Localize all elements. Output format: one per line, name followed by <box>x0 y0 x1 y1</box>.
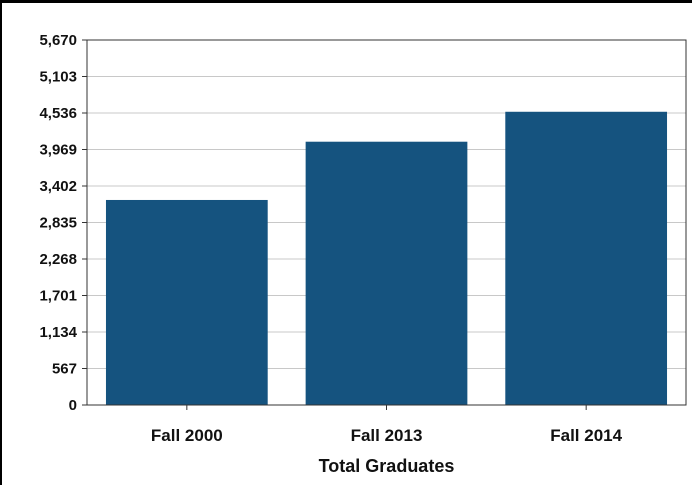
y-tick-labels: 0 567 1,134 1,701 2,268 2,835 3,402 3,969 4,536 5… <box>39 32 77 414</box>
y-tick-label: 0 <box>69 397 77 414</box>
bar <box>105 199 268 405</box>
bar-chart: 0 567 1,134 1,701 2,268 2,835 3,402 3,969 4,536 5… <box>39 32 687 476</box>
x-tick-label: Fall 2000 <box>151 426 223 445</box>
x-axis-title: Total Graduates <box>319 456 455 476</box>
y-tick-label: 3,402 <box>39 178 77 195</box>
y-tick-label: 1,134 <box>39 324 77 341</box>
y-tick-label: 5,103 <box>39 69 77 86</box>
y-tick-label: 2,268 <box>39 251 77 268</box>
bar <box>305 141 468 405</box>
x-tick-label: Fall 2013 <box>351 426 423 445</box>
bar <box>505 111 668 406</box>
x-tick-label: Fall 2014 <box>550 426 622 445</box>
y-tick-label: 3,969 <box>39 142 77 159</box>
x-tick-labels: Fall 2000 Fall 2013 Fall 2014 <box>151 405 623 445</box>
y-tick-label: 2,835 <box>39 215 77 232</box>
bars <box>105 111 668 406</box>
y-tick-label: 567 <box>52 361 77 378</box>
y-tick-label: 1,701 <box>39 288 77 305</box>
y-tick-label: 4,536 <box>39 105 77 122</box>
y-tick-label: 5,670 <box>39 32 77 49</box>
